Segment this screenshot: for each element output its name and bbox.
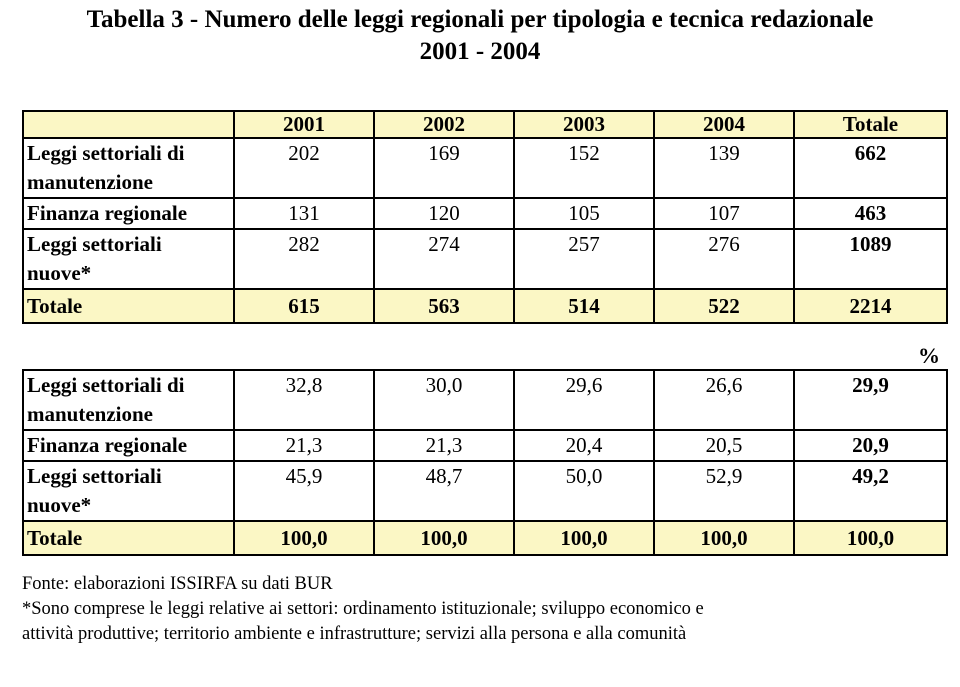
footnote-line-2: attività produttive; territorio ambiente… <box>22 624 687 644</box>
cell-row-total: 1089 <box>793 228 948 290</box>
cell-value: 50,0 <box>513 460 655 522</box>
cell-column-total: 100,0 <box>233 520 375 556</box>
row-label: Leggi settoriali nuove* <box>22 228 235 290</box>
cell-value: 257 <box>513 228 655 290</box>
footnotes: Fonte: elaborazioni ISSIRFA su dati BUR … <box>22 572 942 647</box>
total-row-label: Totale <box>22 288 235 324</box>
cell-value: 274 <box>373 228 515 290</box>
cell-row-total: 463 <box>793 197 948 230</box>
total-row: Totale 100,0 100,0 100,0 100,0 100,0 <box>22 520 948 556</box>
table-row: Finanza regionale 21,3 21,3 20,4 20,5 20… <box>22 429 948 462</box>
cell-value: 152 <box>513 137 655 199</box>
row-label: Finanza regionale <box>22 429 235 462</box>
cell-column-total: 514 <box>513 288 655 324</box>
total-row: Totale 615 563 514 522 2214 <box>22 288 948 324</box>
cell-column-total: 522 <box>653 288 795 324</box>
cell-value: 20,4 <box>513 429 655 462</box>
cell-value: 29,6 <box>513 369 655 431</box>
source-note: Fonte: elaborazioni ISSIRFA su dati BUR <box>22 574 333 594</box>
cell-row-total: 29,9 <box>793 369 948 431</box>
col-header-totale: Totale <box>793 110 948 139</box>
percent-table: Leggi settoriali di manutenzione 32,8 30… <box>22 369 948 556</box>
cell-value: 282 <box>233 228 375 290</box>
cell-value: 20,5 <box>653 429 795 462</box>
cell-column-total: 100,0 <box>513 520 655 556</box>
cell-value: 169 <box>373 137 515 199</box>
col-header-2002: 2002 <box>373 110 515 139</box>
header-row: 2001 2002 2003 2004 Totale <box>22 110 948 139</box>
page-title: Tabella 3 - Numero delle leggi regionali… <box>0 4 960 68</box>
cell-value: 52,9 <box>653 460 795 522</box>
footnote-line-1: *Sono comprese le leggi relative ai sett… <box>22 599 704 619</box>
cell-value: 276 <box>653 228 795 290</box>
percent-unit-label: % <box>918 343 940 368</box>
cell-row-total: 20,9 <box>793 429 948 462</box>
row-label: Finanza regionale <box>22 197 235 230</box>
cell-value: 105 <box>513 197 655 230</box>
table-row: Leggi settoriali nuove* 282 274 257 276 … <box>22 228 948 290</box>
cell-column-total: 615 <box>233 288 375 324</box>
table-row: Leggi settoriali di manutenzione 32,8 30… <box>22 369 948 431</box>
cell-value: 48,7 <box>373 460 515 522</box>
table-row: Leggi settoriali nuove* 45,9 48,7 50,0 5… <box>22 460 948 522</box>
header-corner <box>22 110 235 139</box>
cell-grand-total: 100,0 <box>793 520 948 556</box>
row-label: Leggi settoriali di manutenzione <box>22 369 235 431</box>
table-row: Leggi settoriali di manutenzione 202 169… <box>22 137 948 199</box>
cell-column-total: 100,0 <box>373 520 515 556</box>
cell-value: 21,3 <box>373 429 515 462</box>
cell-value: 202 <box>233 137 375 199</box>
row-label: Leggi settoriali nuove* <box>22 460 235 522</box>
table-row: Finanza regionale 131 120 105 107 463 <box>22 197 948 230</box>
cell-column-total: 100,0 <box>653 520 795 556</box>
cell-value: 21,3 <box>233 429 375 462</box>
cell-value: 139 <box>653 137 795 199</box>
cell-value: 26,6 <box>653 369 795 431</box>
cell-value: 30,0 <box>373 369 515 431</box>
col-header-2004: 2004 <box>653 110 795 139</box>
cell-value: 107 <box>653 197 795 230</box>
cell-row-total: 49,2 <box>793 460 948 522</box>
cell-value: 32,8 <box>233 369 375 431</box>
cell-value: 45,9 <box>233 460 375 522</box>
title-line-1: Tabella 3 - Numero delle leggi regionali… <box>86 6 874 33</box>
cell-value: 120 <box>373 197 515 230</box>
col-header-2003: 2003 <box>513 110 655 139</box>
title-line-2: 2001 - 2004 <box>419 38 541 65</box>
cell-grand-total: 2214 <box>793 288 948 324</box>
cell-row-total: 662 <box>793 137 948 199</box>
counts-table: 2001 2002 2003 2004 Totale Leggi settori… <box>22 110 948 324</box>
col-header-2001: 2001 <box>233 110 375 139</box>
cell-value: 131 <box>233 197 375 230</box>
total-row-label: Totale <box>22 520 235 556</box>
row-label: Leggi settoriali di manutenzione <box>22 137 235 199</box>
cell-column-total: 563 <box>373 288 515 324</box>
